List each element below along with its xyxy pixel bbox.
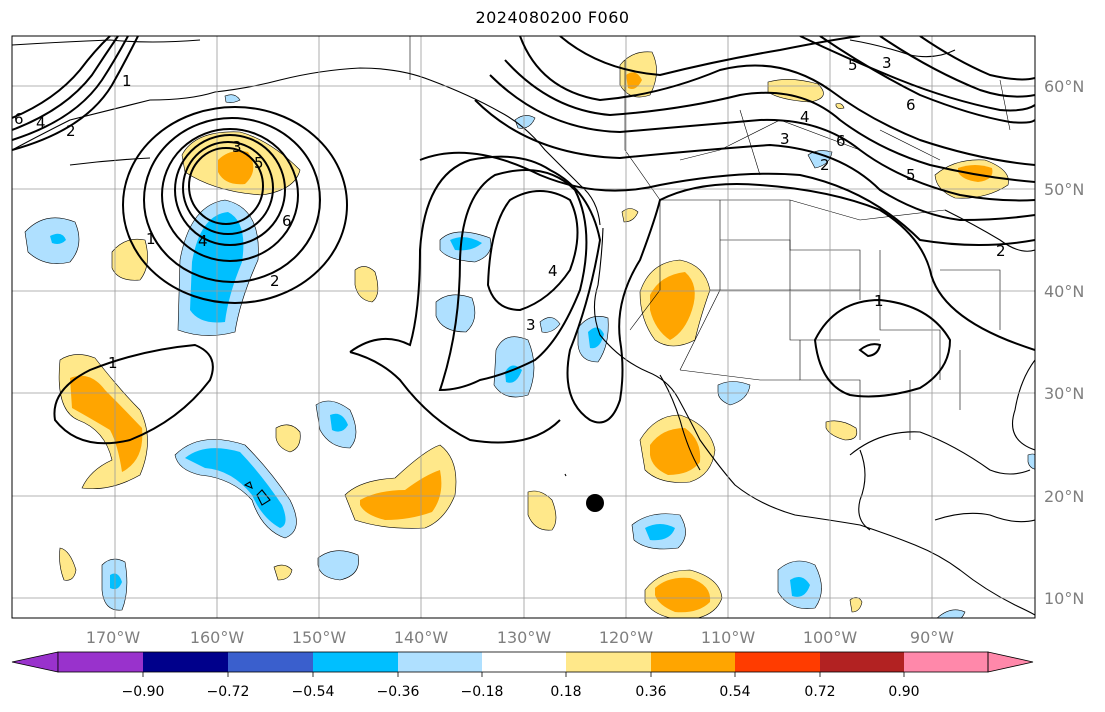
contour-label: 6: [906, 96, 916, 114]
colorbar-tick-label: −0.18: [461, 684, 504, 700]
colorbar-tick-label: −0.72: [207, 684, 250, 700]
contour-label: 2: [270, 272, 280, 290]
colorbar-tick-label: 0.90: [888, 684, 919, 700]
colorbar-tick-label: −0.90: [122, 684, 165, 700]
lon-label: 170°W: [86, 628, 141, 647]
lat-label: 60°N: [1044, 77, 1084, 96]
longitude-labels: 170°W 160°W 150°W 140°W 130°W 120°W 110°…: [86, 628, 954, 647]
colorbar-segment: [482, 652, 566, 672]
contour-label: 2: [996, 242, 1006, 260]
lon-label: 100°W: [803, 628, 858, 647]
contour-label: 6: [14, 110, 24, 128]
colorbar-tick-label: 0.18: [550, 684, 581, 700]
contour-label: 3: [232, 138, 242, 156]
plot-frame: [11, 35, 1036, 619]
colorbar-segment: [143, 652, 228, 672]
colorbar-segment: [313, 652, 398, 672]
colorbar-segment: [651, 652, 735, 672]
height-contours: [12, 36, 1035, 445]
contour-label: 4: [36, 114, 46, 132]
lon-label: 130°W: [497, 628, 552, 647]
lon-label: 120°W: [599, 628, 654, 647]
lon-label: 160°W: [190, 628, 245, 647]
contour-label: 1: [146, 230, 156, 248]
coastlines: [12, 39, 1035, 616]
contour-label: 4: [198, 232, 208, 250]
lat-label: 10°N: [1044, 589, 1084, 608]
colorbar-extend-low: [11, 651, 59, 673]
colorbar-extend-high: [987, 651, 1034, 673]
contour-label: 2: [66, 122, 76, 140]
colorbar-segment: [904, 652, 988, 672]
lon-label: 110°W: [701, 628, 756, 647]
colorbar-segment: [820, 652, 904, 672]
colorbar-tick-label: −0.36: [377, 684, 420, 700]
contour-label: 1: [122, 72, 132, 90]
contour-label: 6: [282, 212, 292, 230]
colorbar-segment: [58, 652, 143, 672]
lat-label: 40°N: [1044, 282, 1084, 301]
contour-label: 3: [526, 316, 536, 334]
contour-label: 5: [254, 154, 264, 172]
lat-label: 20°N: [1044, 487, 1084, 506]
contour-label: 5: [906, 166, 916, 184]
contour-label: 1: [874, 292, 884, 310]
colorbar-tick-label: 0.36: [635, 684, 666, 700]
contour-label: 3: [882, 54, 892, 72]
contour-label: 2: [820, 156, 830, 174]
lat-label: 50°N: [1044, 180, 1084, 199]
lat-label: 30°N: [1044, 384, 1084, 403]
anomaly-shading: [24, 51, 1035, 618]
contour-label: 6: [836, 132, 846, 150]
colorbar-tick-label: 0.54: [719, 684, 750, 700]
contour-label: 4: [548, 262, 558, 280]
lon-label: 150°W: [292, 628, 347, 647]
contour-label: 3: [780, 130, 790, 148]
colorbar-segment: [398, 652, 482, 672]
colorbar-tick-label: 0.72: [804, 684, 835, 700]
map-title: 2024080200 F060: [475, 8, 630, 27]
contour-label: 5: [848, 56, 858, 74]
contour-label: 1: [108, 354, 118, 372]
lon-label: 90°W: [910, 628, 954, 647]
colorbar: −0.90 −0.72 −0.54 −0.36 −0.18 0.18 0.36 …: [11, 651, 1034, 700]
storm-center-dot: [586, 494, 604, 512]
lon-label: 140°W: [394, 628, 449, 647]
colorbar-segment: [566, 652, 651, 672]
contour-labels: 6 4 2 1 3 5 6 4 2 1 1 3 4 2 3 6 5 4 6 1 …: [14, 54, 1006, 372]
colorbar-segment: [735, 652, 820, 672]
latitude-labels: 60°N 50°N 40°N 30°N 20°N 10°N: [1044, 77, 1084, 608]
colorbar-tick-label: −0.54: [292, 684, 335, 700]
colorbar-segment: [228, 652, 313, 672]
contour-label: 4: [800, 108, 810, 126]
